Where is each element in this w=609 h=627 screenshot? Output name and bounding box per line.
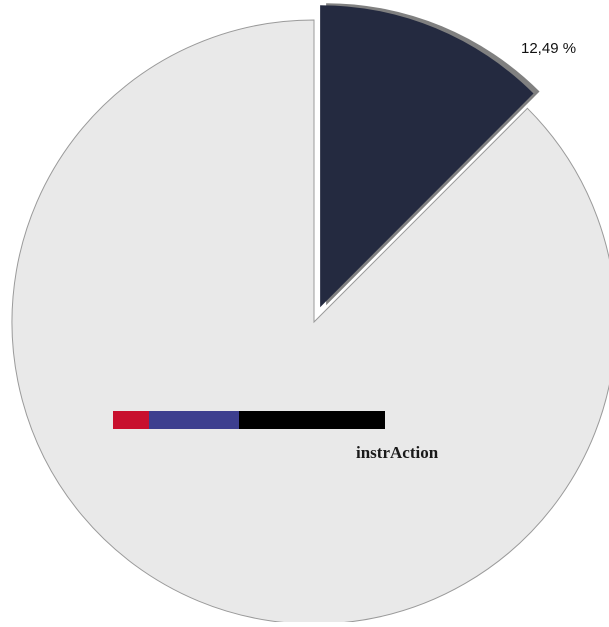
slices-layer (12, 3, 609, 622)
legend-label: instrAction (356, 443, 439, 462)
slice-label-share: 12,49 % (521, 40, 576, 57)
legend-color-bar (113, 411, 385, 429)
legend-color-segment-2 (149, 411, 239, 429)
legend-color-segment-3 (239, 411, 385, 429)
legend-color-segment-1 (113, 411, 149, 429)
